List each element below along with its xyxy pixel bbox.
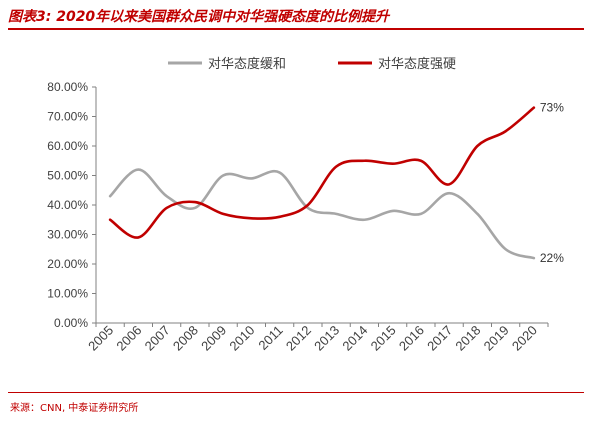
end-value-label: 22%: [540, 251, 564, 265]
series-line-hard: [108, 106, 536, 239]
x-tick-label: 2009: [198, 323, 229, 354]
x-tick-label: 2006: [113, 323, 144, 354]
y-tick-label: 80.00%: [47, 80, 88, 94]
footer-divider: [8, 392, 584, 393]
y-tick-label: 60.00%: [47, 139, 88, 153]
legend-label: 对华态度强硬: [378, 56, 456, 71]
x-tick-label: 2016: [396, 323, 427, 354]
y-tick-label: 70.00%: [47, 110, 88, 124]
line-chart: 0.00% 10.00% 20.00% 30.00% 40.00% 50.00% 60.00…: [47, 56, 564, 354]
x-tick-label: 2018: [452, 323, 483, 354]
x-tick-label: 2007: [142, 323, 173, 354]
x-tick-label: 2020: [509, 323, 540, 354]
x-tick-label: 2012: [283, 323, 314, 354]
title-divider: [8, 28, 584, 30]
y-tick-label: 20.00%: [47, 257, 88, 271]
y-tick-label: 0.00%: [54, 316, 88, 330]
x-tick-label: 2011: [255, 323, 285, 353]
x-tick-label: 2005: [85, 323, 116, 354]
y-tick-label: 30.00%: [47, 228, 88, 242]
end-value-label: 73%: [540, 101, 564, 115]
x-tick-label: 2017: [424, 323, 455, 354]
series-line-soft: [108, 168, 536, 260]
x-tick-label: 2015: [368, 323, 399, 354]
x-tick-label: 2010: [226, 323, 257, 354]
figure-title: 图表3: 2020年以来美国群众民调中对华强硬态度的比例提升: [8, 9, 390, 25]
x-tick-label: 2019: [481, 323, 512, 354]
x-tick-label: 2014: [339, 323, 370, 354]
y-tick-label: 10.00%: [47, 287, 88, 301]
x-tick-label: 2013: [311, 323, 342, 354]
y-tick-label: 40.00%: [47, 198, 88, 212]
legend-label: 对华态度缓和: [208, 56, 286, 71]
x-tick-label: 2008: [170, 323, 201, 354]
source-note: 来源：CNN, 中泰证券研究所: [10, 403, 139, 414]
y-tick-label: 50.00%: [47, 169, 88, 183]
